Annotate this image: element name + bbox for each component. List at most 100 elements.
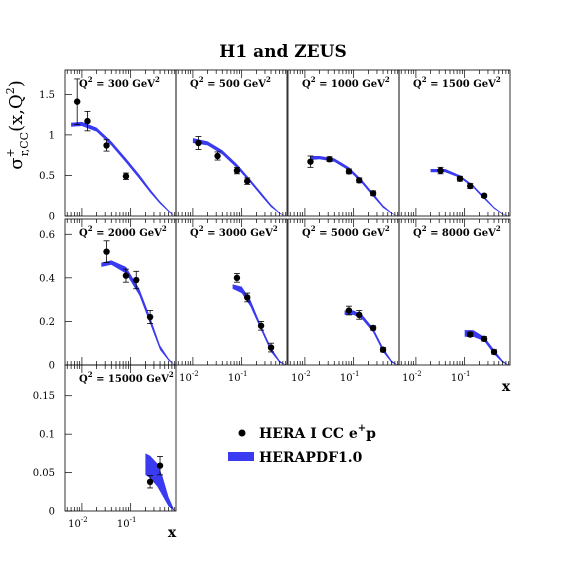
- q2-label-part: = 3000 GeV: [204, 228, 274, 239]
- data-point: [467, 182, 474, 190]
- data-point: [233, 274, 241, 282]
- y-axis-label-symbol: σ: [6, 158, 27, 170]
- panel-5: 10-2 10-1Q2 = 3000 GeV2: [175, 218, 288, 384]
- q2-label-part: 2: [88, 75, 93, 84]
- data-point: [345, 168, 353, 175]
- y-tick-label: 0.4: [39, 273, 55, 284]
- x-tick-label-exponent: -1: [130, 516, 137, 524]
- x-axis-label: x: [502, 379, 511, 395]
- pdf-band: [310, 156, 398, 216]
- x-tick-label-base: 10: [68, 519, 81, 530]
- data-point: [195, 139, 202, 147]
- q2-label-part: 2: [422, 224, 427, 233]
- data-point: [103, 248, 110, 255]
- data-point: [326, 156, 333, 163]
- pdf-band: [145, 453, 175, 511]
- data-point: [214, 152, 221, 160]
- q2-label-part: 2: [88, 224, 93, 233]
- panel-frame: [398, 69, 511, 217]
- x-axis-label-lower: x: [168, 525, 177, 541]
- x-tick-label-exponent: -2: [415, 370, 422, 378]
- y-tick-label: 0.15: [33, 391, 55, 402]
- x-tick-label-base: 10: [291, 373, 304, 384]
- q2-label-part: 2: [496, 75, 501, 84]
- panel-q2-label: Q2 = 1500 GeV2: [413, 75, 501, 90]
- q2-label-part: = 2000 GeV: [93, 228, 163, 239]
- q2-label-part: = 300 GeV: [93, 79, 156, 90]
- x-tick-label-exponent: -1: [353, 370, 360, 378]
- data-point: [233, 167, 241, 174]
- x-tick-label-base: 10: [402, 373, 415, 384]
- data-point: [490, 348, 498, 356]
- y-tick-label: 0.2: [39, 317, 55, 328]
- data-point: [369, 324, 377, 332]
- legend-points-name: HERA I CC e: [259, 426, 358, 442]
- y-axis-label-args: (x,Q: [6, 94, 27, 132]
- panel-6: 10-2 10-1Q2 = 5000 GeV2: [287, 218, 400, 384]
- x-tick-label: 10-2: [402, 370, 422, 384]
- data-point: [369, 190, 377, 197]
- q2-label-part: 2: [199, 75, 204, 84]
- data-point: [437, 167, 444, 174]
- y-tick-label: 1: [49, 130, 55, 141]
- data-point: [379, 346, 387, 353]
- data-point: [244, 294, 251, 301]
- q2-label-part: 2: [496, 224, 501, 233]
- data-point: [480, 335, 488, 343]
- pdf-band: [464, 330, 509, 365]
- data-point: [257, 322, 265, 329]
- panel-frame: [287, 69, 400, 217]
- q2-label-part: Q: [79, 374, 88, 385]
- x-tick-label-exponent: -1: [464, 370, 471, 378]
- data-point: [356, 311, 363, 319]
- legend-points-suffix: p: [366, 426, 376, 442]
- y-axis-label-sub: r,CC: [18, 132, 31, 156]
- data-point: [356, 177, 363, 184]
- q2-label-part: = 1500 GeV: [427, 79, 497, 90]
- legend: HERA I CC e+p HERAPDF1.0: [228, 423, 376, 466]
- q2-label-part: = 8000 GeV: [427, 228, 497, 239]
- data-point: [73, 98, 81, 105]
- q2-label-part: Q: [79, 228, 88, 239]
- q2-label-part: 2: [162, 224, 167, 233]
- x-tick-label-exponent: -2: [304, 370, 311, 378]
- legend-band-label: HERAPDF1.0: [259, 450, 363, 466]
- y-tick-label: 0: [49, 361, 55, 372]
- y-tick-label: 1.5: [39, 90, 55, 101]
- legend-points-label: HERA I CC e+p: [259, 423, 376, 442]
- panels: 00.511.5Q2 = 300 GeV2 Q2 = 500 GeV2 Q2 = 1…: [33, 69, 511, 541]
- y-axis-label-sup: +: [4, 148, 17, 157]
- q2-label-part: Q: [302, 228, 311, 239]
- pdf-band: [344, 310, 398, 365]
- panel-q2-label: Q2 = 5000 GeV2: [302, 224, 390, 239]
- legend-points-marker: [238, 429, 246, 437]
- y-tick-label: 0.6: [39, 230, 55, 241]
- data-point: [156, 462, 164, 469]
- x-tick-label-exponent: -2: [81, 516, 88, 524]
- panel-frame: [64, 364, 177, 512]
- q2-label-part: 2: [385, 224, 390, 233]
- q2-label-part: 2: [273, 224, 278, 233]
- y-tick-label: 0.05: [33, 468, 55, 479]
- legend-band-swatch: [228, 452, 254, 461]
- x-tick-label: 10-1: [228, 370, 248, 384]
- q2-label-part: Q: [413, 79, 422, 90]
- q2-label-part: = 15000 GeV: [93, 374, 170, 385]
- x-tick-label-exponent: -1: [241, 370, 248, 378]
- data-point: [133, 276, 140, 284]
- data-point: [467, 331, 474, 338]
- x-tick-label-base: 10: [117, 519, 130, 530]
- x-tick-label: 10-1: [340, 370, 360, 384]
- y-tick-label: 0.5: [39, 171, 55, 182]
- panel-q2-label: Q2 = 500 GeV2: [190, 75, 271, 90]
- q2-label-part: 2: [266, 75, 271, 84]
- legend-points-sup: +: [358, 423, 366, 434]
- x-tick-label-base: 10: [340, 373, 353, 384]
- data-point: [267, 344, 275, 351]
- y-tick-label: 0: [49, 212, 55, 223]
- x-tick-label-exponent: -2: [192, 370, 199, 378]
- x-tick-label: 10-2: [68, 516, 88, 530]
- q2-label-part: Q: [302, 79, 311, 90]
- x-tick-label: 10-1: [451, 370, 471, 384]
